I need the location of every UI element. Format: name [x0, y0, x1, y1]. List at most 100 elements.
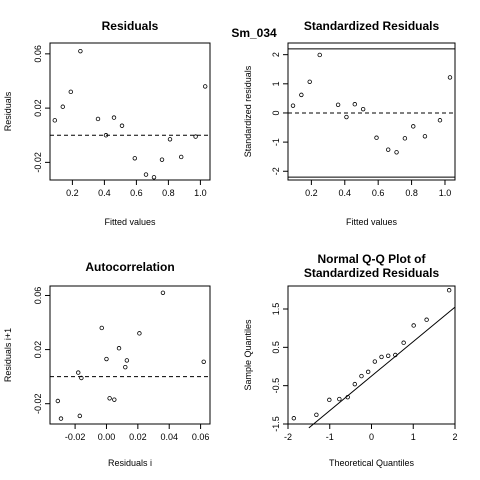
data-point: [314, 412, 319, 417]
qq-reference-line: [308, 306, 456, 429]
data-point: [372, 359, 378, 364]
data-point: [112, 397, 117, 402]
x-tick-label: 0.2: [66, 188, 79, 198]
y-tick-label: -0.5: [271, 378, 281, 394]
x-tick-label: 0.02: [129, 432, 147, 442]
data-point: [447, 75, 453, 80]
data-point: [345, 394, 350, 400]
x-tick-label: 0.06: [192, 432, 210, 442]
data-point: [379, 354, 384, 360]
plot-frame: [49, 285, 211, 425]
data-point: [119, 123, 125, 128]
plot-frame: [287, 42, 456, 181]
x-tick-label: 0.2: [305, 188, 318, 198]
data-point: [79, 375, 84, 381]
x-tick-label: 0.8: [405, 188, 418, 198]
data-point: [401, 340, 406, 345]
data-point: [77, 413, 83, 419]
y-axis-label: Sample Quantiles: [243, 319, 253, 391]
data-point: [103, 133, 109, 138]
data-point: [160, 290, 166, 295]
y-tick-label: -2: [271, 167, 281, 175]
data-point: [52, 118, 57, 123]
data-point: [437, 118, 443, 123]
data-point: [411, 124, 416, 129]
data-point: [422, 134, 428, 139]
x-axis-label: Residuals i: [108, 458, 152, 468]
data-point: [394, 150, 399, 155]
panel-title: Standardized Residuals: [304, 266, 440, 280]
data-point: [359, 373, 364, 379]
panel-3: Autocorrelation Residuals i Residuals i+1 -…: [3, 260, 211, 468]
y-tick-label: -1: [271, 138, 281, 146]
x-tick-label: -1: [326, 432, 334, 442]
panel-title: Autocorrelation: [85, 260, 174, 274]
x-tick-label: 0.00: [98, 432, 116, 442]
x-tick-label: 1.0: [194, 188, 207, 198]
x-tick-label: -2: [284, 432, 292, 442]
data-point: [386, 353, 391, 358]
data-point: [344, 114, 349, 120]
figure-title: Sm_034: [231, 26, 277, 40]
data-point: [327, 397, 332, 403]
y-tick-label: 0.5: [271, 341, 281, 354]
data-point: [299, 92, 304, 98]
data-point: [386, 147, 391, 152]
data-point: [352, 381, 357, 387]
x-axis-label: Fitted values: [346, 217, 398, 227]
x-tick-label: 0.6: [130, 188, 143, 198]
data-point: [402, 136, 408, 141]
data-point: [143, 172, 149, 177]
data-point: [60, 104, 65, 109]
data-point: [393, 352, 398, 358]
data-point: [116, 346, 122, 351]
y-tick-label: 2: [271, 52, 281, 57]
x-axis-label: Fitted values: [104, 217, 156, 227]
y-tick-label: -1.5: [271, 416, 281, 432]
data-point: [291, 416, 297, 421]
data-point: [374, 135, 379, 140]
data-point: [123, 364, 128, 370]
panel-title: Residuals: [102, 19, 159, 33]
y-tick-label: 0.02: [33, 99, 43, 117]
y-tick-label: 0.06: [33, 45, 43, 63]
data-point: [411, 323, 416, 328]
y-tick-label: 1.5: [271, 303, 281, 316]
data-point: [178, 154, 184, 160]
x-tick-label: 0.04: [160, 432, 178, 442]
panel-title: Normal Q-Q Plot of: [318, 252, 427, 266]
data-point: [202, 84, 208, 89]
data-point: [290, 103, 296, 108]
data-point: [104, 356, 109, 362]
y-axis-label: Standardized residuals: [243, 65, 253, 157]
x-tick-label: 0: [369, 432, 374, 442]
y-axis-label: Residuals i+1: [3, 328, 13, 382]
panel-2: Standardized Residuals Fitted values Stand…: [243, 19, 456, 227]
data-point: [68, 89, 73, 95]
x-tick-label: 0.4: [98, 188, 111, 198]
plot-frame: [287, 285, 456, 425]
data-point: [159, 157, 165, 162]
data-point: [317, 52, 322, 58]
y-axis-label: Residuals: [3, 91, 13, 131]
y-tick-label: 0.06: [33, 287, 43, 305]
data-point: [365, 369, 371, 375]
y-tick-label: 0.02: [33, 341, 43, 359]
x-tick-label: 0.6: [372, 188, 385, 198]
data-point: [193, 134, 198, 139]
data-point: [352, 102, 357, 107]
panel-1: Residuals Fitted values Residuals 0.2 0.4 0.6…: [3, 19, 211, 227]
data-point: [137, 331, 142, 336]
y-tick-label: 0: [271, 110, 281, 115]
x-tick-label: 1.0: [439, 188, 452, 198]
data-point: [360, 106, 366, 112]
data-point: [446, 288, 452, 293]
y-tick-label: -0.02: [33, 393, 43, 414]
data-point: [107, 396, 112, 401]
data-point: [55, 398, 61, 404]
data-point: [337, 396, 342, 402]
x-axis-label: Theoretical Quantiles: [329, 458, 415, 468]
data-point: [307, 79, 312, 84]
